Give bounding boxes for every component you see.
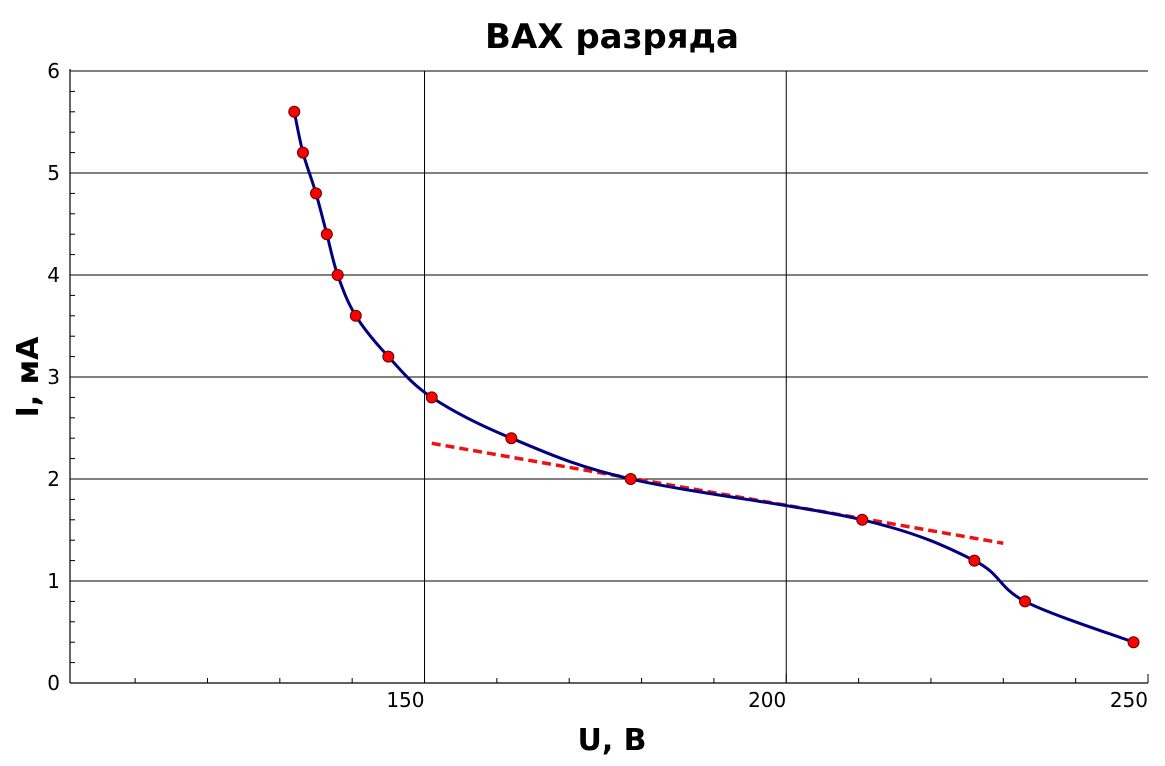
y-tick-label: 3 [47,365,60,389]
y-tick-label: 4 [47,263,60,287]
tangent-line [431,441,1004,545]
data-point [309,187,322,200]
x-tick-label: 250 [1110,688,1148,712]
tick-marks [70,70,1149,684]
y-tick-label: 5 [47,161,60,185]
chart-title: ВАХ разряда [485,17,739,57]
y-tick-label: 1 [47,569,60,593]
data-point [425,391,438,404]
tangent-line-group [431,441,1004,545]
y-tick-label: 2 [47,467,60,491]
data-point [968,554,981,567]
data-point [349,309,362,322]
axes [69,69,1148,684]
data-point [288,105,301,118]
x-tick-label: 150 [386,688,424,712]
data-point [624,473,637,485]
tick-labels: 0 1 2 3 4 5 6 150 200 250 [47,59,1148,712]
y-tick-label: 6 [47,59,60,83]
data-point [1127,636,1140,649]
data-point [856,513,869,526]
x-tick-label: 200 [748,688,786,712]
y-axis-label: I, мА [11,336,46,418]
data-point [505,432,518,445]
y-tick-label: 0 [47,671,60,695]
data-point [296,146,309,159]
data-point [1019,595,1032,608]
x-axis-label: U, В [577,723,646,758]
data-points [288,105,1140,649]
grid-lines [70,70,1148,683]
data-point [320,228,333,241]
data-point [331,269,344,281]
data-point [382,350,395,363]
